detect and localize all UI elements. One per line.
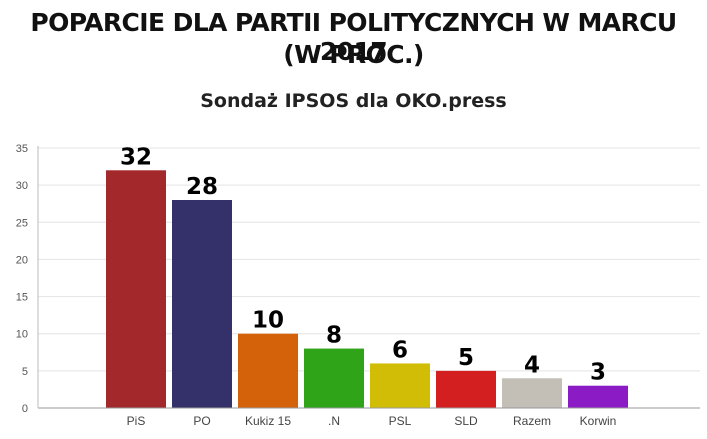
bar-pis xyxy=(106,170,166,408)
y-tick-label: 20 xyxy=(16,254,28,266)
x-category-label: .N xyxy=(328,414,340,428)
y-tick-label: 25 xyxy=(16,217,28,229)
chart-title-line-1: POPARCIE DLA PARTII POLITYCZNYCH W MARCU… xyxy=(30,8,677,66)
x-category-label: PiS xyxy=(127,414,146,428)
x-category-label: PSL xyxy=(389,414,412,428)
bar-psl xyxy=(370,363,430,408)
x-category-label: Kukiz 15 xyxy=(245,414,291,428)
bar-po xyxy=(172,200,232,408)
y-tick-label: 35 xyxy=(16,143,28,155)
bar-razem xyxy=(502,378,562,408)
chart-subtitle: Sondaż IPSOS dla OKO.press xyxy=(200,90,507,112)
data-label: 4 xyxy=(524,352,540,378)
bar-n xyxy=(304,348,364,408)
data-label: 28 xyxy=(186,174,218,200)
y-axis-ticks: 0 5 10 15 20 25 30 35 xyxy=(16,143,28,415)
data-label: 5 xyxy=(458,345,474,371)
y-tick-label: 15 xyxy=(16,292,28,304)
bars xyxy=(106,170,628,408)
y-tick-label: 5 xyxy=(22,366,28,378)
data-label: 8 xyxy=(326,323,342,349)
y-tick-label: 10 xyxy=(16,329,28,341)
chart-title-line-2: (W PROC.) xyxy=(283,40,424,69)
x-category-label: Razem xyxy=(513,414,551,428)
data-labels: 32 28 10 8 6 5 4 3 xyxy=(120,144,606,385)
bar-korwin xyxy=(568,385,628,408)
data-label: 3 xyxy=(590,360,606,386)
bar-kukiz-15 xyxy=(238,333,298,408)
data-label: 6 xyxy=(392,337,408,363)
x-axis-categories: PiS PO Kukiz 15 .N PSL SLD Razem Korwin xyxy=(127,414,617,428)
y-tick-label: 0 xyxy=(22,403,28,415)
x-category-label: SLD xyxy=(454,414,478,428)
bar-sld xyxy=(436,370,496,408)
x-category-label: PO xyxy=(193,414,210,428)
data-label: 32 xyxy=(120,144,152,170)
x-category-label: Korwin xyxy=(580,414,617,428)
y-tick-label: 30 xyxy=(16,180,28,192)
data-label: 10 xyxy=(252,308,284,334)
